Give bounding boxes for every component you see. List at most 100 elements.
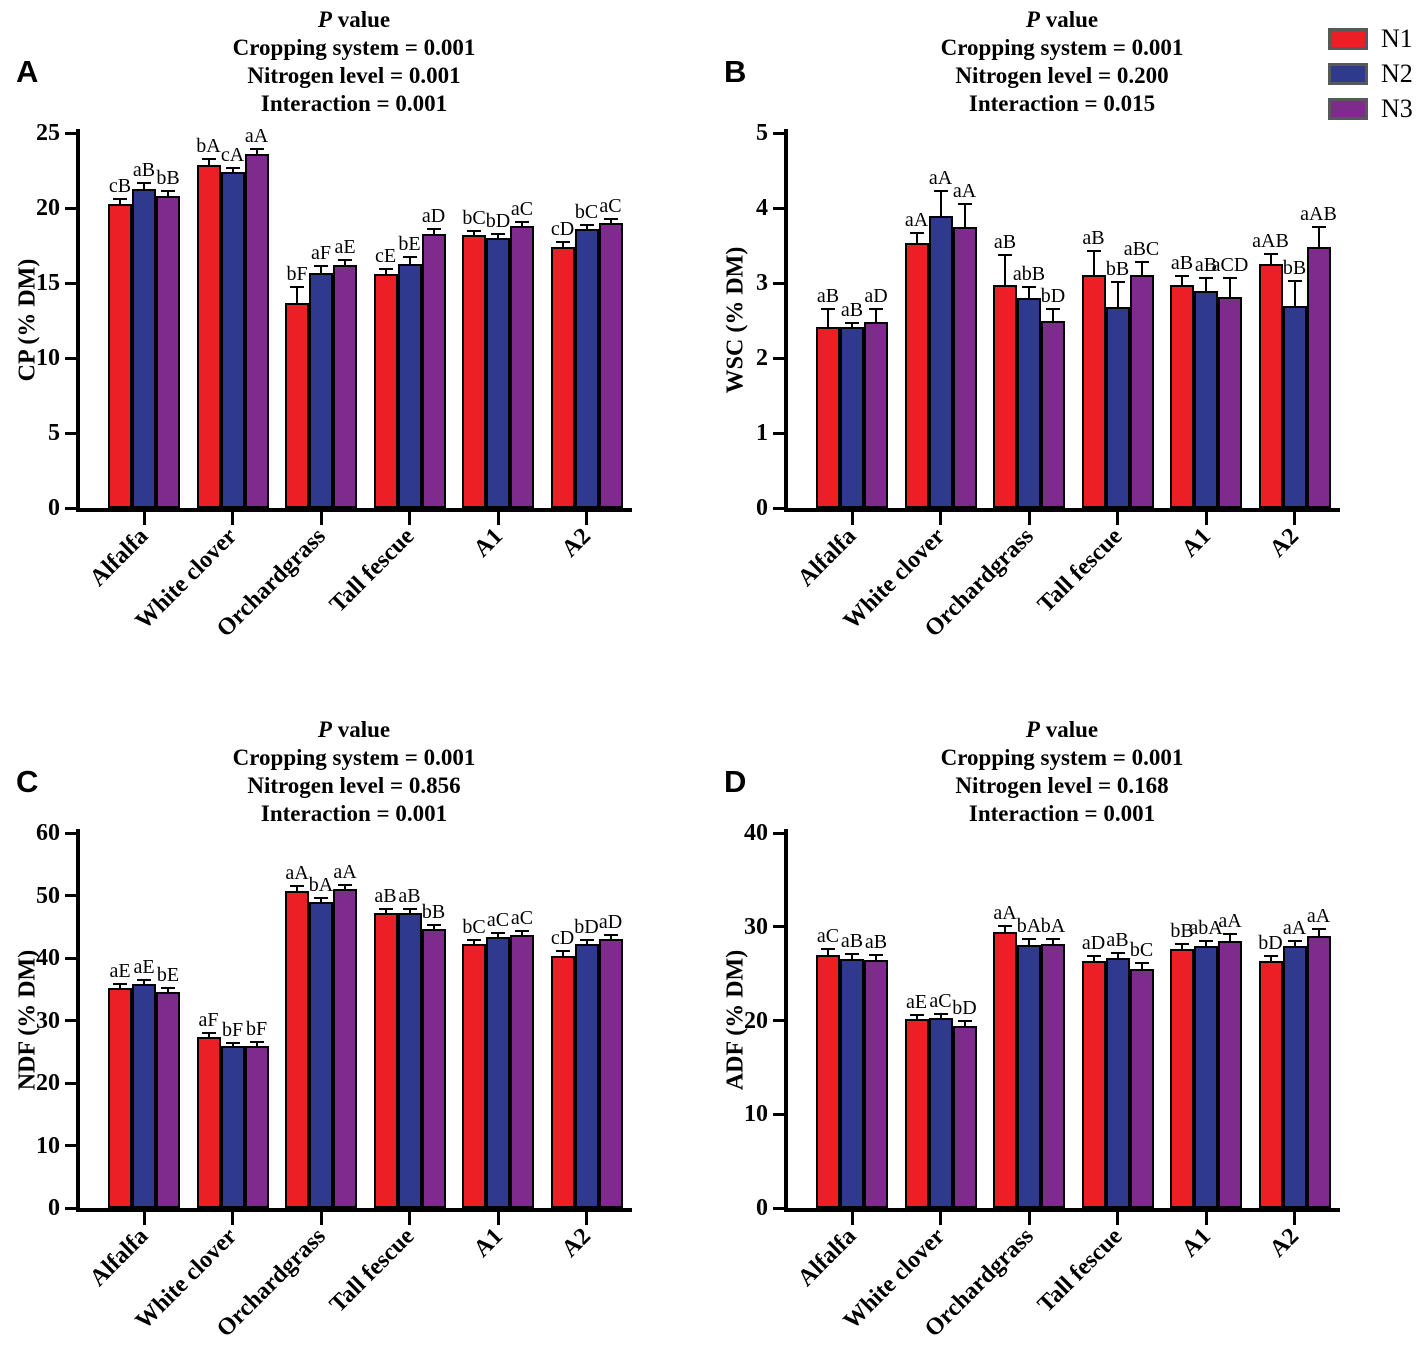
legend-row-n1: N1 (1328, 26, 1413, 52)
significance-letters: aC (510, 906, 534, 929)
bar-n1-white-clover (904, 1018, 929, 1208)
title-line: Nitrogen level = 0.856 (247, 773, 461, 798)
x-axis-tick (850, 1212, 854, 1225)
y-axis-tick (773, 1206, 785, 1210)
x-category-label: Alfalfa (85, 1223, 154, 1292)
pvalue-title-a: P value Cropping system = 0.001 Nitrogen… (80, 6, 628, 118)
bar-n3-alfalfa (864, 959, 888, 1208)
bar-n3-orchardgrass (1041, 321, 1065, 508)
legend-label-n3: N3 (1381, 94, 1413, 123)
x-axis-line (76, 1208, 632, 1212)
error-bar-cap (161, 189, 175, 192)
x-category-label: Alfalfa (85, 523, 154, 592)
bar-n2-tall-fescue (397, 913, 422, 1208)
error-bar-cap (1287, 279, 1302, 282)
significance-letters: aA (1306, 904, 1331, 927)
bar-n3-orchardgrass (1041, 943, 1065, 1208)
bar-n2-orchardgrass (309, 901, 333, 1208)
bar-n3-a2 (598, 223, 623, 508)
error-bar-cap (845, 321, 859, 324)
bar-n2-a1 (486, 937, 510, 1208)
error-bar-cap (957, 203, 972, 205)
significance-letters: aAB (1252, 229, 1289, 252)
bar-n3-a2 (598, 939, 623, 1208)
error-bar (231, 169, 234, 174)
significance-letters: aC (929, 989, 952, 1012)
error-bar (1181, 277, 1183, 287)
bar-n1-a1 (1170, 949, 1194, 1208)
significance-letters: aAB (1300, 203, 1337, 226)
x-axis-tick (408, 512, 411, 525)
panel-label-b: B (724, 54, 747, 89)
error-bar-cap (998, 924, 1012, 927)
error-bar (1092, 956, 1095, 964)
x-axis-line (76, 508, 632, 512)
bar-n3-white-clover (952, 226, 977, 508)
error-bar (521, 931, 523, 937)
error-bar-cap (1263, 954, 1278, 957)
title-line: Interaction = 0.001 (260, 801, 448, 826)
bar-n2-alfalfa (840, 327, 864, 508)
bar-n3-a1 (510, 934, 534, 1208)
significance-letters: aB (864, 930, 888, 953)
x-category-label: A2 (1265, 523, 1305, 563)
bar-n1-a2 (1258, 263, 1283, 508)
significance-letters: aA (244, 124, 269, 147)
x-axis-tick (1027, 512, 1031, 525)
x-axis-tick (850, 512, 854, 525)
y-tick-label: 5 (48, 420, 60, 446)
chart-plot-d: 0 10 20 30 40 Alfalfa aC aB aB White clover aE aC bD… (744, 821, 1340, 1342)
error-bar-cap (515, 221, 529, 223)
significance-letters: bE (398, 233, 421, 256)
x-axis-tick (231, 1212, 234, 1225)
bar-n2-white-clover (220, 1046, 245, 1208)
error-bar-cap (821, 308, 835, 310)
bar-n3-a1 (1218, 297, 1242, 508)
legend-label-n1: N1 (1381, 24, 1413, 53)
error-bar-cap (378, 907, 393, 910)
error-bar (939, 191, 942, 219)
error-bar (497, 934, 499, 940)
y-axis-tick (773, 356, 785, 360)
p-italic: P (317, 7, 332, 32)
error-bar-cap (1022, 286, 1036, 289)
bar-n3-a1 (1218, 940, 1242, 1208)
title-line: Cropping system = 0.001 (232, 745, 476, 770)
panel-b: B P value Cropping system = 0.001 Nitrog… (708, 0, 1416, 673)
pvalue-title-c: P value Cropping system = 0.001 Nitrogen… (80, 716, 628, 828)
bar-n2-tall-fescue (1105, 957, 1130, 1208)
significance-letters: bA (308, 873, 334, 896)
significance-letters: aB (840, 298, 864, 321)
error-bar (827, 950, 829, 957)
error-bar (875, 310, 877, 324)
error-bar (875, 955, 877, 962)
error-bar (1269, 956, 1272, 964)
error-bar-cap (201, 158, 216, 160)
title-line: Cropping system = 0.001 (940, 35, 1184, 60)
y-tick-label: 0 (48, 1195, 60, 1221)
error-bar-cap (1110, 281, 1125, 283)
error-bar-cap (1263, 252, 1278, 255)
significance-letters: aF (311, 242, 331, 265)
bar-n3-tall-fescue (421, 928, 446, 1208)
y-axis-tick (65, 206, 77, 210)
x-axis-tick (1293, 512, 1296, 525)
y-tick-label: 40 (36, 945, 60, 971)
bar-n3-a2 (1306, 936, 1331, 1208)
y-axis-tick (65, 894, 77, 897)
y-axis-tick (65, 1081, 77, 1085)
bar-n1-tall-fescue (1081, 274, 1106, 508)
significance-letters: aBC (1123, 237, 1160, 260)
significance-letters: bF (286, 262, 308, 285)
error-bar (296, 886, 298, 893)
error-bar-cap (378, 267, 393, 270)
error-bar (143, 981, 145, 987)
error-bar-cap (603, 933, 618, 936)
bar-n1-orchardgrass (993, 932, 1017, 1208)
error-bar-cap (467, 939, 481, 942)
bar-n2-a2 (1282, 945, 1307, 1208)
bar-n1-white-clover (904, 243, 929, 508)
bar-n1-a1 (462, 943, 486, 1208)
bar-n1-white-clover (196, 164, 221, 508)
y-axis-tick (65, 431, 77, 435)
